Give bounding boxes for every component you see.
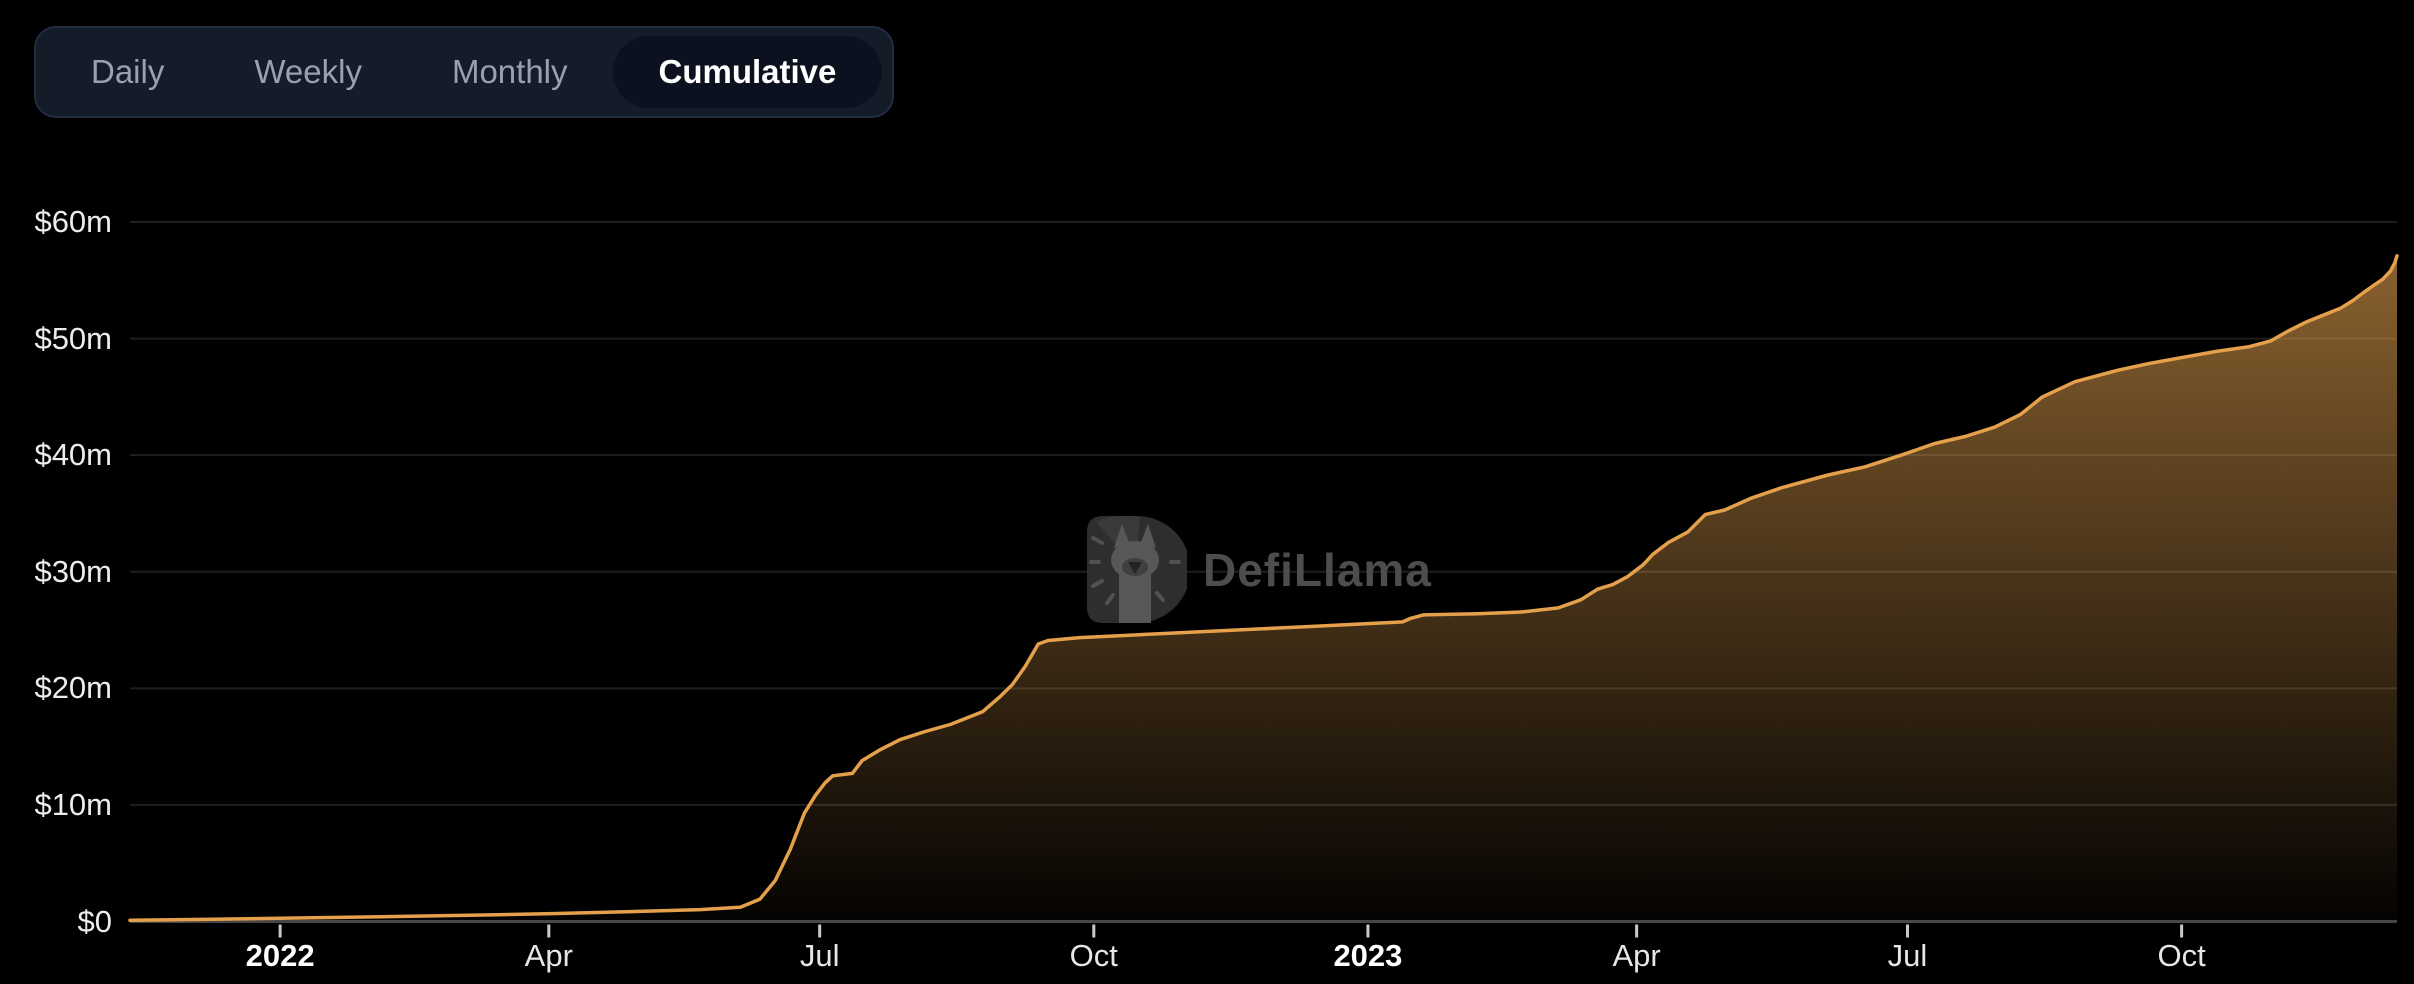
cumulative-series-line — [128, 254, 2399, 923]
y-axis-label: $20m — [34, 670, 112, 706]
x-axis-label: Jul — [1887, 938, 1928, 973]
x-axis-label: Jul — [799, 938, 840, 973]
tab-monthly[interactable]: Monthly — [407, 28, 613, 116]
y-axis-label: $10m — [34, 786, 112, 822]
x-axis-label: Apr — [1612, 938, 1661, 973]
interval-tabbar: Daily Weekly Monthly Cumulative — [34, 26, 895, 118]
y-axis-label: $40m — [34, 437, 112, 473]
y-axis-label: $0 — [77, 903, 112, 939]
x-axis-label: Apr — [524, 938, 573, 973]
tab-cumulative[interactable]: Cumulative — [612, 36, 883, 108]
watermark-text: DefiLlama — [1203, 543, 1432, 596]
x-axis-label: 2022 — [245, 938, 315, 973]
tab-weekly[interactable]: Weekly — [209, 28, 407, 116]
tab-daily[interactable]: Daily — [46, 28, 209, 116]
defillama-watermark: DefiLlama — [1087, 516, 1432, 623]
defillama-logo-icon — [1087, 516, 1187, 623]
x-axis-label: Oct — [1069, 938, 1118, 973]
x-axis-label: Oct — [2157, 938, 2206, 973]
x-axis-label: 2023 — [1333, 938, 1403, 973]
y-axis-label: $60m — [34, 204, 112, 239]
y-axis-label: $30m — [34, 553, 112, 589]
y-axis-label: $50m — [34, 320, 112, 356]
cumulative-series-fill — [130, 255, 2397, 922]
